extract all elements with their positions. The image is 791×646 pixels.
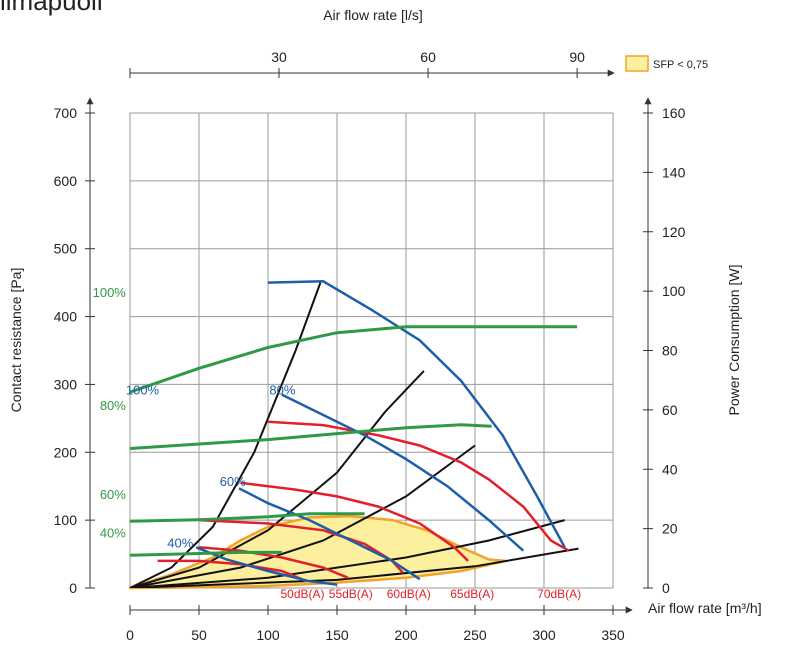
x-axis-top-title: Air flow rate [l/s]	[323, 7, 423, 23]
sound-curve	[198, 546, 349, 579]
fan-speed-curve	[281, 393, 525, 552]
legend-swatch	[625, 55, 649, 72]
power-curve	[130, 550, 282, 557]
x-tick-label: 200	[394, 627, 418, 643]
fan-speed-curve	[238, 487, 421, 581]
y-tick-label: 200	[54, 444, 78, 460]
x-tick-label: 0	[126, 627, 134, 643]
power-curve-label: 100%	[93, 285, 127, 300]
y-tick-label: 600	[54, 173, 78, 189]
y2-tick-label: 40	[662, 461, 678, 477]
system-curve	[130, 444, 476, 588]
y-tick-label: 300	[54, 376, 78, 392]
y-tick-label: 500	[54, 241, 78, 257]
curves	[130, 280, 579, 588]
power-curve-label: 80%	[100, 398, 126, 413]
sound-curve-label: 55dB(A)	[329, 587, 373, 601]
sound-curve	[267, 420, 570, 552]
y-tick-label: 100	[54, 512, 78, 528]
power-curve	[130, 512, 365, 523]
y2-tick-label: 160	[662, 105, 686, 121]
x-tick-label: 150	[325, 627, 349, 643]
y2-tick-label: 140	[662, 164, 686, 180]
fan-speed-curve	[195, 546, 338, 586]
y-axis-title: Contact resistance [Pa]	[8, 268, 24, 413]
y-tick-label: 400	[54, 309, 78, 325]
fan-speed-label: 40%	[167, 535, 193, 550]
y2-tick-label: 20	[662, 521, 678, 537]
power-curve-label: 60%	[100, 487, 126, 502]
fan-speed-label: 60%	[220, 474, 246, 489]
system-curve	[130, 519, 565, 588]
system-curve	[130, 370, 425, 588]
x-top-tick-label: 90	[569, 49, 585, 65]
x-axis-title: Air flow rate [m³/h]	[648, 600, 762, 616]
x-tick-label: 350	[601, 627, 625, 643]
y2-axis-title: Power Consumption [W]	[726, 265, 742, 416]
sound-curve-label: 65dB(A)	[450, 587, 494, 601]
y2-tick-label: 80	[662, 343, 678, 359]
corner-caption: ilmapuoli	[0, 0, 103, 16]
y-tick-label: 0	[69, 580, 77, 596]
sound-curve	[240, 481, 469, 562]
series-labels: 50dB(A) 55dB(A) 60dB(A) 65dB(A) 70dB(A)100% 8…	[93, 285, 582, 601]
tick-labels: 0 50 100 150 200 250 300 3500100200300400500600…	[54, 49, 686, 643]
y2-tick-label: 120	[662, 224, 686, 240]
fan-speed-label: 100%	[126, 383, 160, 398]
x-tick-label: 50	[191, 627, 207, 643]
x-top-tick-label: 60	[420, 49, 436, 65]
power-curve-label: 40%	[100, 526, 126, 541]
axes	[86, 68, 652, 614]
y-tick-label: 700	[54, 105, 78, 121]
grid	[129, 112, 614, 589]
x-top-tick-label: 30	[271, 49, 287, 65]
sound-curve-label: 60dB(A)	[387, 587, 431, 601]
x-tick-label: 300	[532, 627, 556, 643]
y2-tick-label: 100	[662, 283, 686, 299]
fan-speed-label: 80%	[269, 383, 295, 398]
x-tick-label: 250	[463, 627, 487, 643]
sound-curve-label: 50dB(A)	[280, 587, 324, 601]
legend-label: SFP < 0,75	[653, 59, 708, 71]
power-curve	[130, 423, 492, 450]
system-curve	[130, 547, 579, 588]
fan-speed-curve	[267, 280, 566, 548]
y2-tick-label: 0	[662, 580, 670, 596]
sound-curve-label: 70dB(A)	[537, 587, 581, 601]
y2-tick-label: 60	[662, 402, 678, 418]
power-curve	[130, 325, 578, 394]
x-tick-label: 100	[256, 627, 280, 643]
